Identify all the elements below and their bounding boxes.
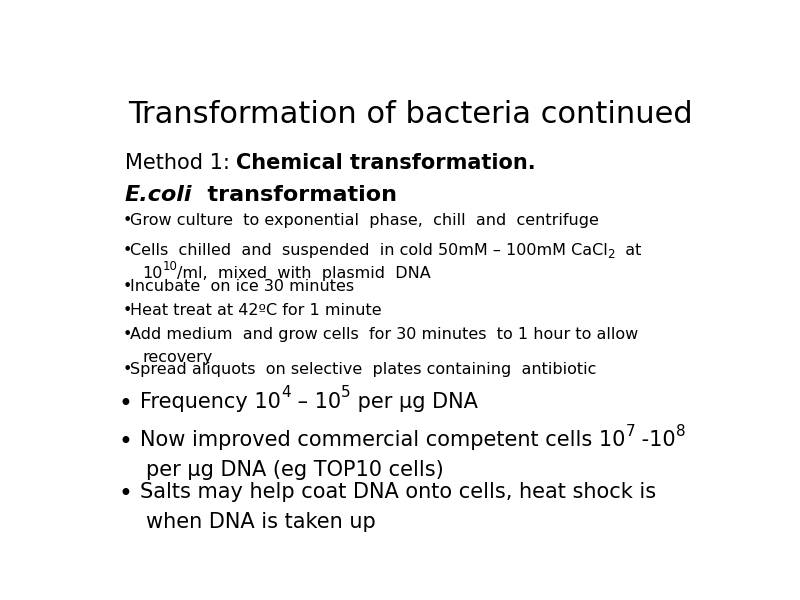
- Text: /ml,  mixed  with  plasmid  DNA: /ml, mixed with plasmid DNA: [178, 266, 431, 281]
- Text: per μg DNA (eg TOP10 cells): per μg DNA (eg TOP10 cells): [146, 460, 444, 480]
- Text: •: •: [122, 362, 132, 377]
- Text: at: at: [615, 243, 642, 258]
- Text: •: •: [122, 213, 132, 228]
- Text: Method 1:: Method 1:: [125, 153, 236, 173]
- Text: 8: 8: [676, 424, 686, 439]
- Text: Chemical transformation.: Chemical transformation.: [236, 153, 536, 173]
- Text: 10: 10: [142, 266, 162, 281]
- Text: •: •: [122, 327, 132, 342]
- Text: •: •: [118, 482, 133, 506]
- Text: recovery: recovery: [142, 350, 213, 365]
- Text: Salts may help coat DNA onto cells, heat shock is: Salts may help coat DNA onto cells, heat…: [140, 482, 657, 502]
- Text: •: •: [118, 430, 133, 454]
- Text: Frequency 10: Frequency 10: [140, 392, 281, 412]
- Text: Spread aliquots  on selective  plates containing  antibiotic: Spread aliquots on selective plates cont…: [130, 362, 596, 377]
- Text: Now improved commercial competent cells 10: Now improved commercial competent cells …: [140, 430, 626, 450]
- Text: Grow culture  to exponential  phase,  chill  and  centrifuge: Grow culture to exponential phase, chill…: [130, 213, 598, 228]
- Text: •: •: [122, 243, 132, 258]
- Text: 5: 5: [341, 385, 350, 400]
- Text: 2: 2: [607, 248, 615, 260]
- Text: transformation: transformation: [192, 185, 398, 205]
- Text: -10: -10: [635, 430, 676, 450]
- Text: Transformation of bacteria continued: Transformation of bacteria continued: [128, 100, 692, 129]
- Text: •: •: [118, 392, 133, 416]
- Text: per μg DNA: per μg DNA: [350, 392, 478, 412]
- Text: Heat treat at 42ºC for 1 minute: Heat treat at 42ºC for 1 minute: [130, 303, 382, 318]
- Text: 4: 4: [281, 385, 291, 400]
- Text: Add medium  and grow cells  for 30 minutes  to 1 hour to allow: Add medium and grow cells for 30 minutes…: [130, 327, 638, 342]
- Text: 7: 7: [626, 424, 635, 439]
- Text: Incubate  on ice 30 minutes: Incubate on ice 30 minutes: [130, 278, 354, 293]
- Text: E.coli: E.coli: [125, 185, 192, 205]
- Text: Cells  chilled  and  suspended  in cold 50mM – 100mM CaCl: Cells chilled and suspended in cold 50mM…: [130, 243, 607, 258]
- Text: •: •: [122, 303, 132, 318]
- Text: – 10: – 10: [291, 392, 341, 412]
- Text: •: •: [122, 278, 132, 293]
- Text: 10: 10: [162, 260, 178, 274]
- Text: when DNA is taken up: when DNA is taken up: [146, 512, 376, 532]
